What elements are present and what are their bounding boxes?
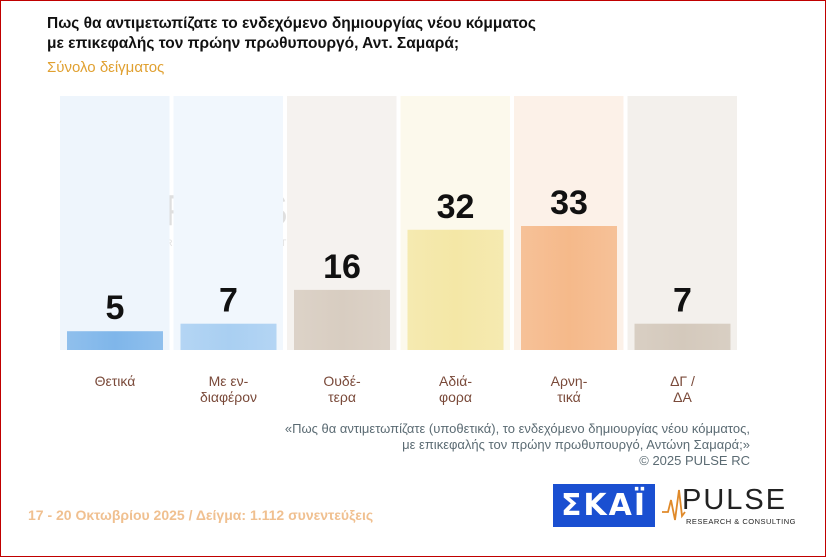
note-line-1: «Πως θα αντιμετωπίζατε (υποθετικά), το ε… bbox=[284, 421, 750, 436]
bar-2 bbox=[294, 289, 390, 350]
value-label-2: 16 bbox=[323, 248, 361, 286]
survey-footer: 17 - 20 Οκτωβρίου 2025 / Δείγμα: 1.112 σ… bbox=[28, 507, 374, 523]
title-line-1: Πως θα αντιμετωπίζατε το ενδεχόμενο δημι… bbox=[47, 15, 536, 32]
category-label-1-0: Με εν- bbox=[209, 373, 249, 389]
category-label-5-0: ΔΓ / bbox=[670, 373, 695, 389]
bar-1 bbox=[180, 323, 277, 350]
pulse-logo-word: PULSE bbox=[682, 484, 788, 516]
question-note: «Πως θα αντιμετωπίζατε (υποθετικά), το ε… bbox=[285, 421, 750, 469]
title-line-2: με επικεφαλής τον πρώην πρωθυπουργό, Αντ… bbox=[47, 35, 460, 52]
category-label-4-1: τικά bbox=[557, 389, 581, 405]
skai-logo: ΣΚΑΪ bbox=[553, 484, 655, 527]
bar-4 bbox=[521, 226, 617, 350]
bar-background bbox=[60, 96, 170, 350]
category-label-1-1: διαφέρον bbox=[200, 389, 257, 405]
category-label-2-1: τερα bbox=[328, 389, 356, 405]
pulse-logo-sub: RESEARCH & CONSULTING bbox=[686, 517, 796, 526]
bar-0 bbox=[67, 331, 163, 350]
bar-background bbox=[627, 96, 737, 350]
category-label-3-1: φορα bbox=[439, 389, 472, 405]
category-label-3-0: Αδιά- bbox=[439, 373, 472, 389]
note-line-2: με επικεφαλής τον πρώην πρωθυπουργό, Αντ… bbox=[402, 437, 750, 452]
value-label-4: 33 bbox=[550, 184, 588, 222]
note-line-3: © 2025 PULSE RC bbox=[639, 453, 750, 468]
value-label-0: 5 bbox=[106, 289, 125, 327]
chart-title: Πως θα αντιμετωπίζατε το ενδεχόμενο δημι… bbox=[47, 14, 607, 54]
value-label-1: 7 bbox=[219, 282, 238, 320]
pulse-logo: PULSE RESEARCH & CONSULTING bbox=[662, 484, 795, 530]
value-label-5: 7 bbox=[673, 282, 692, 320]
bar-chart: 5 Θετικά 7 Με εν-διαφέρον 16 Ουδέ-τερα 32 Αδιά-… bbox=[60, 96, 737, 405]
category-label-4-0: Αρνη- bbox=[551, 373, 588, 389]
category-label-0-0: Θετικά bbox=[95, 373, 136, 389]
category-label-5-1: ΔΑ bbox=[673, 389, 692, 405]
pulse-logo-wave-icon bbox=[662, 489, 686, 521]
bar-3 bbox=[407, 229, 504, 350]
bar-5 bbox=[634, 323, 731, 350]
bar-background bbox=[173, 96, 283, 350]
value-label-3: 32 bbox=[437, 188, 475, 226]
category-label-2-0: Ουδέ- bbox=[323, 373, 361, 389]
chart-subtitle: Σύνολο δείγματος bbox=[47, 59, 165, 76]
